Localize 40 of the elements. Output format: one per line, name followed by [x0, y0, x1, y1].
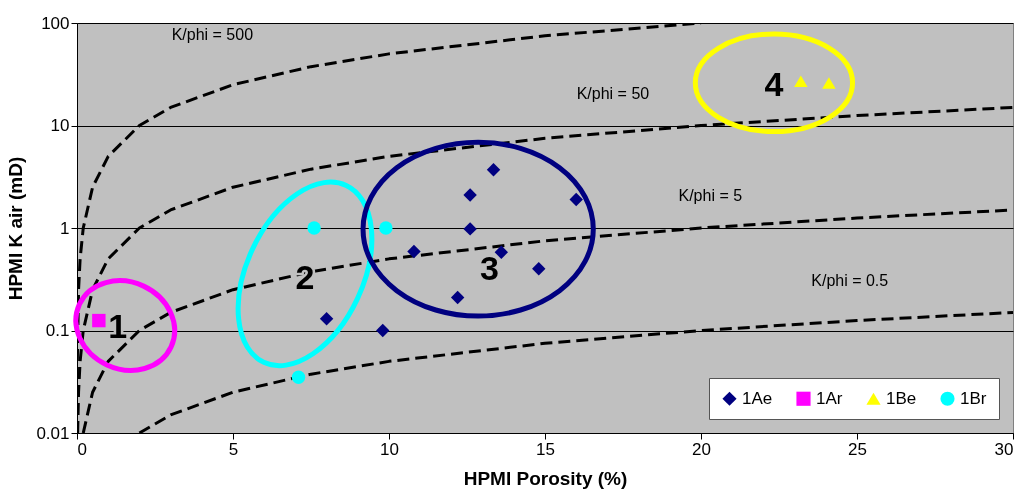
point [569, 192, 583, 207]
point [532, 262, 546, 276]
y-axis-title: HPMI K air (mD) [5, 156, 27, 301]
point [319, 312, 334, 326]
annotation: K/phi = 50 [576, 84, 650, 102]
point [92, 313, 106, 328]
point [376, 323, 390, 338]
legend-label: 1Ae [742, 388, 773, 408]
x-tick-label: 5 [228, 439, 239, 459]
legend-label: 1Be [886, 388, 917, 408]
y-tick-label: 0.01 [36, 423, 70, 443]
y-tick-label: 1 [60, 218, 70, 238]
x-tick-label: 20 [692, 439, 711, 459]
point [494, 245, 509, 259]
y-tick-label: 10 [50, 116, 70, 135]
point [822, 77, 836, 89]
y-tick-label: 0.1 [45, 321, 70, 340]
point [450, 290, 465, 305]
annotation: 3 [479, 249, 499, 288]
annotation: K/phi = 5 [678, 187, 743, 205]
annotation: K/phi = 0.5 [811, 271, 889, 289]
annotation: K/phi = 500 [171, 26, 254, 44]
annotation: 4 [764, 65, 784, 104]
x-tick-label: 0 [77, 439, 87, 459]
point [486, 163, 501, 177]
point [307, 221, 321, 235]
point [463, 222, 477, 236]
point [379, 221, 393, 235]
legend-label: 1Ar [816, 388, 843, 408]
y-tick-label: 100 [41, 13, 70, 33]
x-tick-label: 10 [380, 439, 399, 459]
legend-label: 1Br [960, 388, 987, 408]
x-tick-label: 25 [848, 439, 867, 459]
x-tick-label: 30 [994, 439, 1014, 459]
point [291, 370, 306, 384]
point [794, 75, 808, 88]
x-tick-label: 15 [536, 439, 555, 459]
x-axis-title: HPMI Porosity (%) [463, 467, 628, 489]
point [407, 244, 421, 259]
point [463, 188, 477, 202]
